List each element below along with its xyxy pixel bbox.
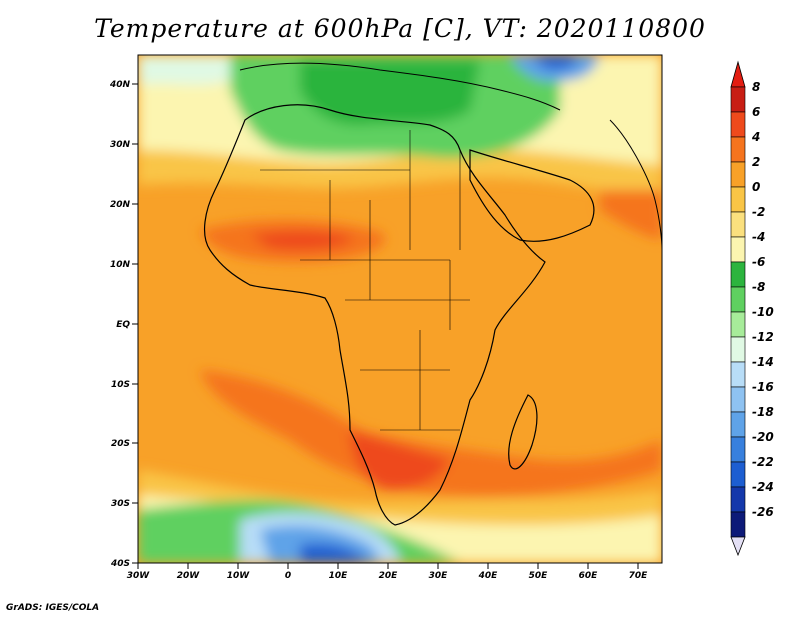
lat-label-10s: 10S xyxy=(111,380,130,390)
colorbar-label: -26 xyxy=(752,505,774,519)
lat-label-10n: 10N xyxy=(110,260,131,270)
colorbar-label: -4 xyxy=(752,230,765,244)
colorbar-segment xyxy=(730,186,746,213)
lon-label-40e: 40E xyxy=(478,571,499,581)
lon-label-50e: 50E xyxy=(529,571,549,581)
lon-label-10w: 10W xyxy=(227,571,251,581)
colorbar-label: -22 xyxy=(752,455,774,469)
coastlines xyxy=(204,62,662,526)
colorbar-segment xyxy=(730,286,746,313)
field-band-darkgreen-north xyxy=(300,60,480,125)
arabia-coastline xyxy=(469,149,595,242)
colorbar-segment xyxy=(730,136,746,163)
field-band-darkblue-northeast xyxy=(530,55,580,70)
colorbar-segment xyxy=(730,336,746,363)
lat-label-40n: 40N xyxy=(109,80,131,90)
colorbar-segments xyxy=(730,86,746,538)
colorbar-segment xyxy=(730,211,746,238)
colorbar-top-arrow xyxy=(730,60,746,88)
map-title: Temperature at 600hPa [C], VT: 202011080… xyxy=(94,14,706,43)
lon-label-30e: 30E xyxy=(429,571,449,581)
lon-label-10e: 10E xyxy=(329,571,349,581)
colorbar-label: 6 xyxy=(752,105,760,119)
lon-label-20w: 20W xyxy=(177,571,201,581)
colorbar-segment xyxy=(730,361,746,388)
colorbar-label: 4 xyxy=(751,130,760,144)
colorbar-label: -12 xyxy=(752,330,774,344)
colorbar-label: -10 xyxy=(752,305,774,319)
colorbar-segment xyxy=(730,111,746,138)
footer-credit: GrADS: IGES/COLA xyxy=(6,603,100,613)
colorbar-label: -14 xyxy=(752,355,774,369)
field-band-orange-south xyxy=(200,370,662,497)
colorbar-segment xyxy=(730,461,746,488)
colorbar-bottom-arrow xyxy=(730,536,746,557)
colorbar-segment xyxy=(730,486,746,513)
lon-label-70e: 70E xyxy=(629,571,649,581)
lon-label-20e: 20E xyxy=(379,571,399,581)
colorbar-segment xyxy=(730,311,746,338)
lat-label-30s: 30S xyxy=(111,499,130,509)
lat-label-20s: 20S xyxy=(111,439,130,449)
lon-label-0: 0 xyxy=(285,571,291,581)
colorbar-label: -6 xyxy=(752,255,765,269)
colorbar-segment xyxy=(730,86,746,113)
field-band-darkblue-south xyxy=(300,543,370,563)
colorbar-segment xyxy=(730,511,746,538)
colorbar-label: 0 xyxy=(752,180,760,194)
lat-label-20n: 20N xyxy=(110,200,131,210)
africa-coastline xyxy=(204,104,546,526)
europe-coastline xyxy=(239,62,561,111)
colorbar-label: -8 xyxy=(752,280,765,294)
colorbar-segment xyxy=(730,436,746,463)
colorbar-label: -2 xyxy=(752,205,765,219)
colorbar: 8 6 4 2 0 -2 -4 -6 -8 -10 -12 -14 -16 -1… xyxy=(730,60,774,557)
colorbar-label: 8 xyxy=(752,80,760,94)
longitude-axis: 30W 20W 10W 0 10E 20E 30E 40E 50E 60E 70… xyxy=(127,563,648,581)
colorbar-segment xyxy=(730,261,746,288)
colorbar-segment xyxy=(730,411,746,438)
colorbar-label: -16 xyxy=(752,380,774,394)
colorbar-segment xyxy=(730,386,746,413)
country-borders xyxy=(260,130,470,431)
colorbar-segment xyxy=(730,161,746,188)
colorbar-label: -24 xyxy=(752,480,774,494)
lon-label-60e: 60E xyxy=(579,571,599,581)
temperature-field xyxy=(138,55,662,563)
plot-frame xyxy=(137,54,663,564)
madagascar-coastline xyxy=(508,394,538,470)
india-coastline xyxy=(609,119,662,251)
field-band-red-south xyxy=(350,430,450,490)
colorbar-label: -20 xyxy=(752,430,774,444)
lat-label-40s: 40S xyxy=(110,559,130,569)
colorbar-segment xyxy=(730,236,746,263)
lat-label-30n: 30N xyxy=(110,140,131,150)
lon-label-30w: 30W xyxy=(127,571,151,581)
field-band-pale-northwest xyxy=(138,55,230,85)
latitude-axis: 40N 30N 20N 10N EQ 10S 20S 30S 40S xyxy=(109,80,138,569)
colorbar-label: 2 xyxy=(752,155,760,169)
field-band-orange-india xyxy=(600,190,662,240)
colorbar-label: -18 xyxy=(752,405,774,419)
field-band-red-sahel xyxy=(250,230,355,250)
lat-label-eq: EQ xyxy=(116,320,130,330)
